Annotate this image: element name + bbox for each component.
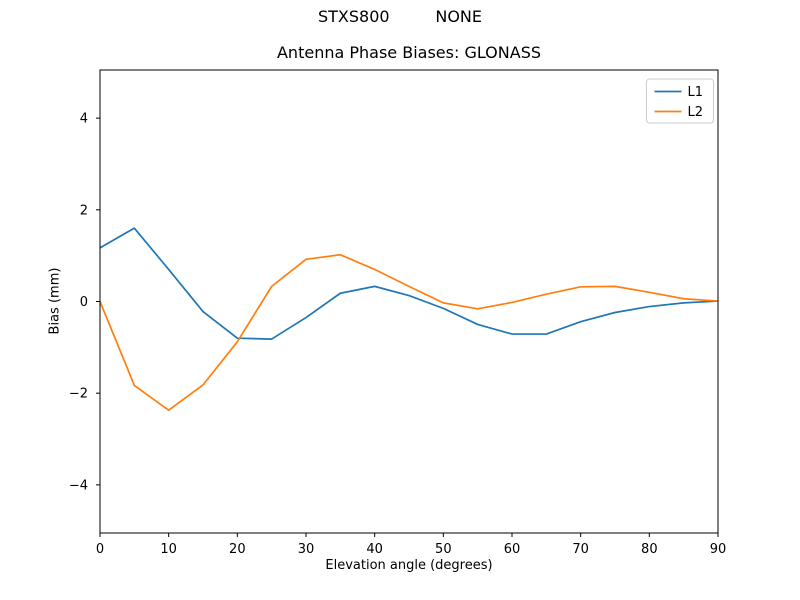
x-tick-label: 40	[366, 542, 383, 557]
figure-suptitle: STXS800 NONE	[318, 7, 482, 26]
y-tick-label: −4	[69, 478, 88, 493]
x-tick-label: 60	[504, 542, 521, 557]
legend-box	[646, 78, 714, 124]
x-tick-label: 10	[160, 542, 177, 557]
x-tick-label: 80	[641, 542, 658, 557]
plot-spines	[99, 69, 719, 534]
y-tick-label: 0	[80, 295, 88, 310]
x-tick-label: 50	[435, 542, 452, 557]
y-tick-label: −2	[69, 387, 88, 402]
chart-title: Antenna Phase Biases: GLONASS	[276, 43, 541, 62]
series-line-l1	[99, 227, 719, 340]
y-axis-label: Bias (mm)	[47, 267, 63, 335]
x-tick-label: 70	[572, 542, 589, 557]
y-tick-label: 4	[80, 112, 88, 127]
x-tick-label: 90	[710, 542, 727, 557]
legend-label-l2: L2	[688, 105, 704, 120]
y-tick-label: 2	[80, 203, 88, 218]
x-tick-label: 30	[298, 542, 315, 557]
legend-label-l1: L1	[688, 85, 704, 100]
x-axis-label: Elevation angle (degrees)	[325, 558, 493, 573]
x-tick-label: 20	[229, 542, 246, 557]
series-line-l2	[99, 253, 719, 411]
x-tick-label: 0	[96, 542, 104, 557]
